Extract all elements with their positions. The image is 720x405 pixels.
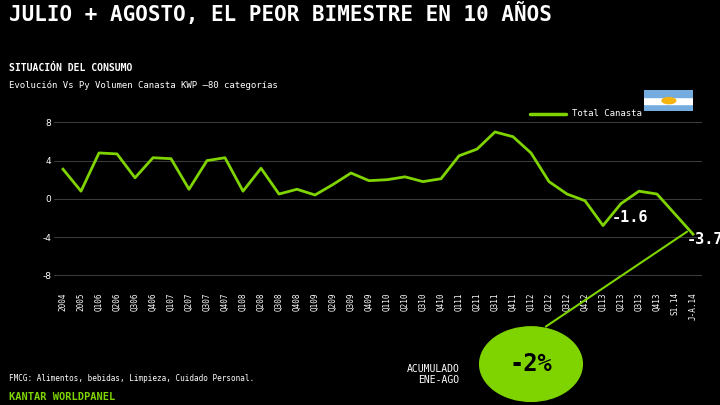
Text: FMCG: Alimentos, bebidas, Limpieza, Cuidado Personal.: FMCG: Alimentos, bebidas, Limpieza, Cuid…: [9, 374, 254, 383]
Bar: [644, 104, 693, 111]
Circle shape: [662, 98, 676, 104]
Text: KANTAR WORLDPANEL: KANTAR WORLDPANEL: [9, 392, 116, 402]
Text: Total Canasta: Total Canasta: [572, 109, 642, 118]
Text: -3.7: -3.7: [687, 232, 720, 247]
Text: -2%: -2%: [510, 352, 552, 376]
Bar: [644, 90, 693, 97]
Text: JULIO + AGOSTO, EL PEOR BIMESTRE EN 10 AÑOS: JULIO + AGOSTO, EL PEOR BIMESTRE EN 10 A…: [9, 2, 552, 25]
Text: ACUMULADO
ENE-AGO: ACUMULADO ENE-AGO: [407, 364, 459, 386]
Text: SITUACIÓN DEL CONSUMO: SITUACIÓN DEL CONSUMO: [9, 63, 132, 73]
Ellipse shape: [480, 327, 582, 401]
Text: Evolución Vs Py Volumen Canasta KWP –80 categorías: Evolución Vs Py Volumen Canasta KWP –80 …: [9, 81, 278, 90]
Text: -1.6: -1.6: [612, 210, 649, 225]
Bar: [644, 97, 693, 104]
